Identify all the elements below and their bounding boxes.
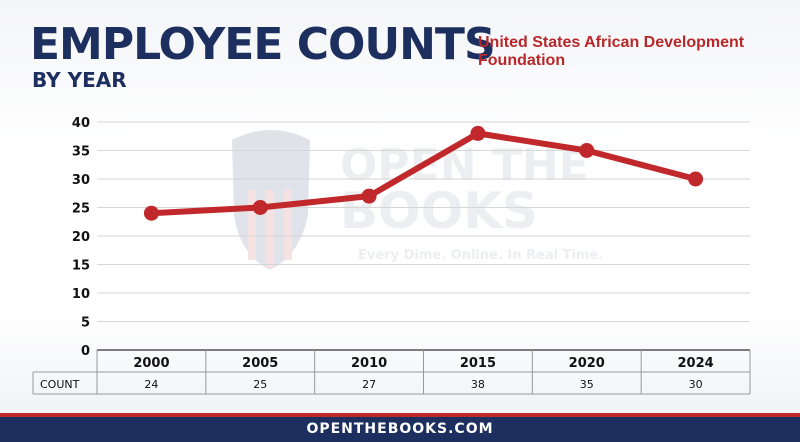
data-point-2024 [688,171,704,187]
footer-stripe [0,413,800,417]
series-polyline [148,130,699,217]
x-category-label: 2024 [677,356,713,371]
x-category-label: 2000 [133,356,169,371]
table-value: 30 [689,378,703,391]
data-point-2015 [470,125,486,141]
footer-site-link[interactable]: OPENTHEBOOKS.COM [0,417,800,442]
table-value: 24 [144,378,158,391]
data-point-2010 [361,188,377,204]
watermark: OPEN THE BOOKS Every Dime. Online. In Re… [232,130,603,270]
shield-logo-icon [232,130,310,270]
x-category-label: 2020 [569,356,605,371]
y-tick-label: 30 [72,173,90,188]
y-tick-label: 25 [72,202,90,217]
agency-name: United States African Development Founda… [478,34,745,69]
y-tick-label: 10 [72,287,90,302]
y-tick-label: 0 [81,344,90,359]
y-tick-label: 5 [81,316,90,331]
line-chart: OPEN THE BOOKS Every Dime. Online. In Re… [32,116,751,395]
table-row-label: COUNT [40,378,80,391]
x-category-label: 2010 [351,356,387,371]
y-tick-label: 15 [72,259,90,274]
table-value: 27 [362,378,376,391]
chart-title: EMPLOYEE COUNTS [30,19,496,70]
data-point-2020 [579,143,595,158]
watermark-tagline: Every Dime. Online. In Real Time. [358,248,603,263]
table-value: 25 [253,378,267,391]
series-line [143,125,704,221]
y-axis-ticks: 0 5 10 15 20 25 30 35 40 [72,116,90,359]
table-value: 38 [471,378,485,391]
x-category-label: 2005 [242,356,278,371]
y-tick-label: 20 [72,230,90,245]
watermark-line1: OPEN THE [340,140,589,191]
y-tick-label: 40 [72,116,90,131]
data-table: COUNT 2000 24 2005 25 2010 27 2015 38 2020 35 2024 3… [32,350,751,395]
chart-subtitle: BY YEAR [32,68,127,92]
y-tick-label: 35 [72,145,90,160]
x-category-label: 2015 [460,356,496,371]
data-point-2005 [252,200,268,215]
table-value: 35 [580,378,594,391]
data-point-2000 [143,205,159,221]
